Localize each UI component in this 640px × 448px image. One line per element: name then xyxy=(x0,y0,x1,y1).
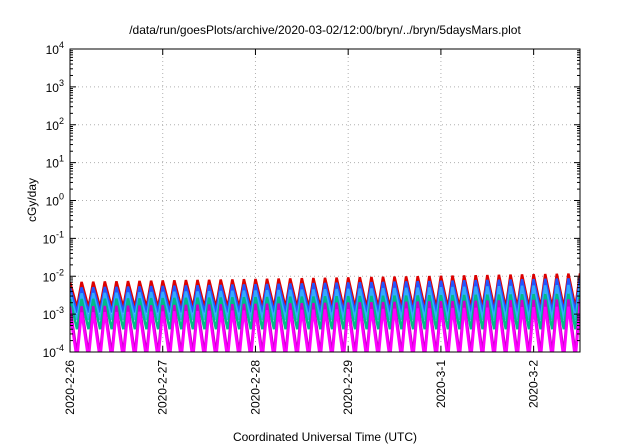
y-tick-label: 10-2 xyxy=(43,267,64,284)
x-tick-label: 2020-2-28 xyxy=(248,360,262,415)
series-line xyxy=(70,306,580,352)
plot-area xyxy=(70,273,580,352)
x-tick-label: 2020-2-27 xyxy=(156,360,170,415)
y-tick-exponent: -2 xyxy=(56,267,64,277)
y-tick-label: 10-1 xyxy=(43,229,64,246)
x-axis-label: Coordinated Universal Time (UTC) xyxy=(233,430,417,444)
y-tick-exponent: -3 xyxy=(56,305,64,315)
y-tick-base: 10 xyxy=(43,308,57,322)
x-ticks: 2020-2-26 2020-2-27 2020-2-28 2020-2-29 2020… xyxy=(63,49,541,415)
y-tick-base: 10 xyxy=(43,232,57,246)
y-axis-label: cGy/day xyxy=(25,178,39,222)
y-tick-exponent: -4 xyxy=(56,343,64,353)
y-tick-label: 10-3 xyxy=(43,305,64,322)
x-tick-label: 2020-3-1 xyxy=(434,360,448,408)
y-tick-exponent: 1 xyxy=(59,154,64,164)
series-line xyxy=(70,278,580,313)
y-tick-base: 10 xyxy=(46,195,60,209)
series-line xyxy=(70,284,580,321)
y-tick-base: 10 xyxy=(43,346,57,360)
y-tick-label: 10-4 xyxy=(43,343,64,360)
y-tick-base: 10 xyxy=(46,157,60,171)
y-tick-label: 102 xyxy=(46,116,64,133)
y-tick-exponent: 3 xyxy=(59,78,64,88)
y-tick-label: 100 xyxy=(46,192,64,209)
x-tick-label: 2020-3-2 xyxy=(527,360,541,408)
y-tick-exponent: 0 xyxy=(59,192,64,202)
y-tick-base: 10 xyxy=(46,43,60,57)
y-tick-base: 10 xyxy=(46,81,60,95)
y-tick-base: 10 xyxy=(43,270,57,284)
chart-title: /data/run/goesPlots/archive/2020-03-02/1… xyxy=(129,23,521,37)
y-tick-base: 10 xyxy=(46,119,60,133)
y-tick-exponent: 4 xyxy=(59,40,64,50)
x-tick-label: 2020-2-26 xyxy=(63,360,77,415)
y-tick-exponent: 2 xyxy=(59,116,64,126)
x-tick-label: 2020-2-29 xyxy=(341,360,355,415)
y-tick-exponent: -1 xyxy=(56,229,64,239)
y-tick-label: 101 xyxy=(46,154,64,171)
y-tick-label: 104 xyxy=(46,40,64,57)
y-tick-label: 103 xyxy=(46,78,64,95)
